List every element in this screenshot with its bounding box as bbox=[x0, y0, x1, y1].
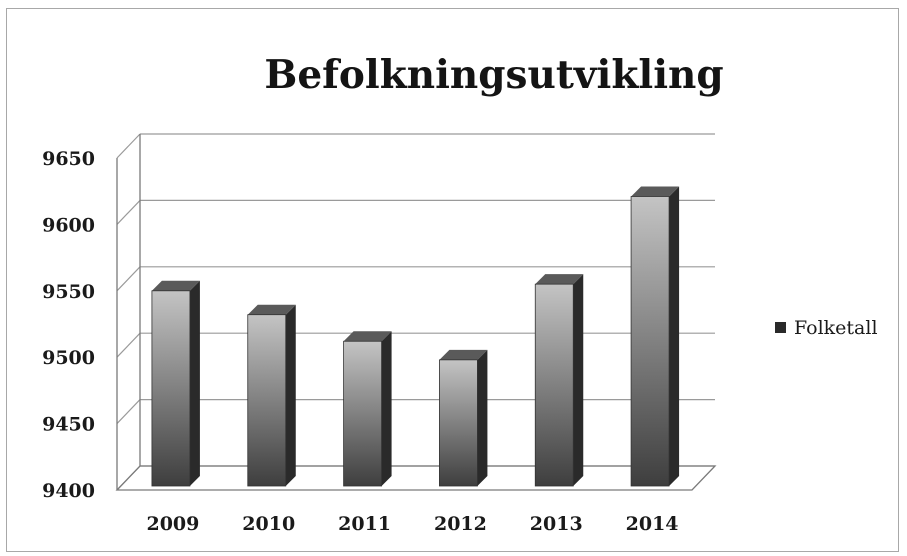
gridline-wall bbox=[116, 332, 141, 358]
y-tick-label: 9400 bbox=[42, 480, 95, 502]
bar-top bbox=[535, 274, 584, 285]
bar bbox=[534, 274, 584, 487]
gridline-wall bbox=[116, 399, 141, 425]
x-axis-tick-labels: 2009 2010 2011 2012 2013 2014 bbox=[146, 513, 678, 535]
bar bbox=[630, 186, 680, 487]
gridlines bbox=[116, 133, 715, 491]
x-tick-label: 2014 bbox=[626, 513, 679, 535]
legend: Folketall bbox=[775, 317, 878, 339]
bars bbox=[151, 186, 680, 487]
axes bbox=[115, 134, 717, 491]
bar-top bbox=[151, 280, 200, 291]
bar-front bbox=[439, 359, 478, 487]
bar bbox=[343, 331, 392, 487]
x-tick-label: 2013 bbox=[530, 513, 583, 535]
y-tick-label: 9600 bbox=[42, 214, 95, 236]
bar bbox=[151, 280, 200, 487]
bar-side bbox=[189, 280, 200, 486]
x-tick-label: 2012 bbox=[434, 513, 487, 535]
bar-side bbox=[285, 304, 296, 486]
bar-front bbox=[534, 283, 574, 487]
x-tick-label: 2011 bbox=[338, 513, 391, 535]
x-tick-label: 2010 bbox=[242, 513, 295, 535]
legend-swatch bbox=[775, 322, 786, 333]
bar-top bbox=[439, 349, 488, 360]
gridline-wall bbox=[116, 133, 141, 159]
bar-front bbox=[151, 290, 191, 487]
bar bbox=[439, 349, 488, 487]
bar-top bbox=[343, 331, 392, 342]
bar bbox=[247, 304, 296, 487]
y-axis-tick-labels: 9650 9600 9550 9500 9450 9400 bbox=[42, 148, 95, 502]
gridline-wall bbox=[116, 199, 141, 225]
bar-side bbox=[573, 274, 584, 486]
bar-top bbox=[631, 186, 680, 197]
bar-front bbox=[247, 314, 287, 487]
bar-side bbox=[669, 186, 680, 486]
y-tick-label: 9550 bbox=[42, 281, 95, 303]
bar-front bbox=[343, 340, 382, 487]
floor bbox=[115, 465, 717, 491]
y-tick-label: 9500 bbox=[42, 347, 95, 369]
bar-top bbox=[247, 304, 296, 315]
bar-side bbox=[381, 331, 392, 486]
y-tick-label: 9450 bbox=[42, 414, 95, 436]
y-tick-label: 9650 bbox=[42, 148, 95, 170]
chart-title: Befolkningsutvikling bbox=[264, 52, 723, 98]
bar-front bbox=[630, 196, 670, 487]
x-tick-label: 2009 bbox=[146, 513, 199, 535]
legend-label: Folketall bbox=[794, 317, 878, 339]
bar-side bbox=[477, 349, 488, 486]
gridline-wall bbox=[116, 266, 141, 292]
